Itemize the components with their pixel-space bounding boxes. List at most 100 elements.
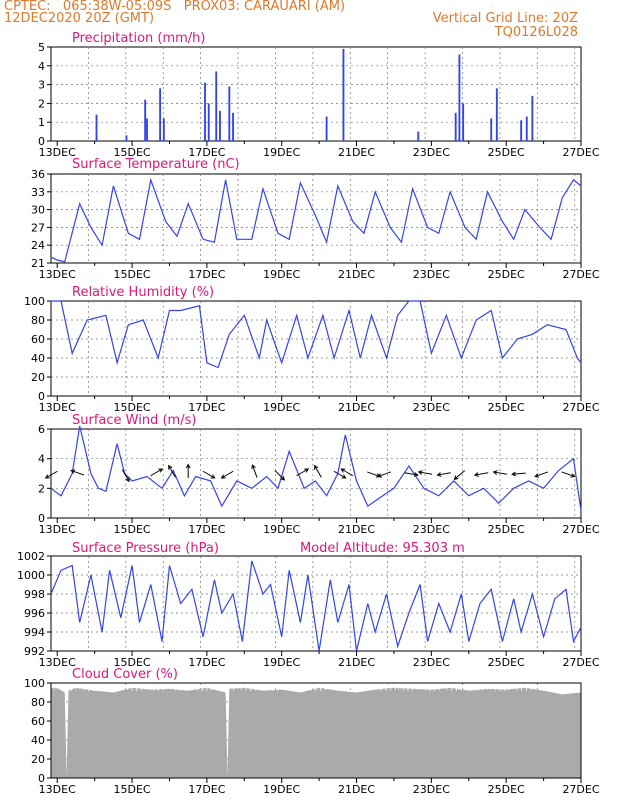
temp-xtick-label: 27DEC — [562, 268, 599, 281]
temp-title: Surface Temperature (nC) — [72, 157, 240, 172]
temp-ytick-label: 24 — [31, 239, 45, 252]
wind-arrow — [404, 472, 419, 477]
cloud-frame-top — [50, 682, 582, 779]
pressure-xtick-label: 27DEC — [562, 656, 599, 669]
wind-arrow — [314, 464, 322, 478]
temp-xtick-label: 23DEC — [413, 268, 450, 281]
wind-arrow — [561, 471, 576, 478]
rh-ytick-label: 80 — [31, 314, 45, 327]
cloud-area — [50, 687, 581, 778]
cloud-ytick-label: 100 — [24, 677, 45, 690]
cloud-ytick-label: 60 — [31, 715, 45, 728]
pressure-xtick-label: 19DEC — [263, 656, 300, 669]
precip-ytick-label: 5 — [38, 41, 45, 54]
wind-arrow — [220, 470, 234, 479]
cloud-xtick-label: 27DEC — [562, 783, 599, 796]
precip-xtick-label: 21DEC — [338, 146, 375, 159]
precip-ytick-label: 4 — [38, 60, 45, 73]
wind-xtick-label: 13DEC — [39, 523, 76, 536]
wind-title: Surface Wind (m/s) — [72, 413, 196, 428]
cloud-ytick-label: 0 — [38, 772, 45, 785]
precip-bar — [232, 112, 235, 141]
precip-ytick-label: 1 — [38, 116, 45, 129]
pressure-ytick-label: 994 — [24, 626, 45, 639]
cloud-xtick-label: 25DEC — [488, 783, 525, 796]
precip-bar — [525, 116, 528, 141]
temp-ytick-label: 30 — [31, 204, 45, 217]
wind-series-line — [50, 425, 582, 511]
rh-xtick-label: 17DEC — [188, 401, 225, 414]
cloud-xtick-label: 17DEC — [188, 783, 225, 796]
rh-title: Relative Humidity (%) — [72, 285, 214, 300]
precip-title: Precipitation (mm/h) — [72, 31, 205, 46]
wind-xtick-label: 21DEC — [338, 523, 375, 536]
cloud-xtick-label: 21DEC — [338, 783, 375, 796]
wind-arrow — [333, 470, 347, 479]
wind-ytick-label: 6 — [38, 423, 45, 436]
pressure-ytick-label: 1000 — [17, 569, 45, 582]
wind-xtick-label: 19DEC — [263, 523, 300, 536]
rh-xtick-label: 27DEC — [562, 401, 599, 414]
model-altitude: Model Altitude: 95.303 m — [300, 541, 465, 556]
precip-xtick-label: 27DEC — [562, 146, 599, 159]
precip-frame — [50, 46, 582, 142]
precip-bar — [462, 103, 465, 141]
wind-xtick-label: 23DEC — [413, 523, 450, 536]
pressure-xtick-label: 15DEC — [114, 656, 151, 669]
precip-ytick-label: 2 — [38, 97, 45, 110]
wind-xtick-label: 15DEC — [114, 523, 151, 536]
rh-xtick-label: 23DEC — [413, 401, 450, 414]
precip-bar — [228, 86, 231, 141]
rh-xtick-label: 21DEC — [338, 401, 375, 414]
cloud-xtick-label: 13DEC — [39, 783, 76, 796]
temp-ytick-label: 36 — [31, 168, 45, 181]
temp-ytick-label: 33 — [31, 186, 45, 199]
pressure-xtick-label: 21DEC — [338, 656, 375, 669]
temp-xtick-label: 15DEC — [114, 268, 151, 281]
wind-arrow — [473, 472, 489, 477]
wind-ytick-label: 0 — [38, 512, 45, 525]
wind-arrow — [251, 464, 258, 478]
wind-arrow — [534, 471, 548, 478]
temp-ytick-label: 21 — [31, 257, 45, 270]
rh-xtick-label: 13DEC — [39, 401, 76, 414]
rh-ytick-label: 60 — [31, 333, 45, 346]
wind-arrow — [340, 468, 354, 477]
precip-ytick-label: 0 — [38, 135, 45, 148]
precip-bar — [95, 114, 98, 141]
pressure-xtick-label: 17DEC — [188, 656, 225, 669]
cloud-xtick-label: 19DEC — [263, 783, 300, 796]
temp-xtick-label: 21DEC — [338, 268, 375, 281]
rh-frame — [50, 300, 582, 397]
pressure-title: Surface Pressure (hPa) — [72, 541, 219, 556]
precip-bar — [144, 99, 147, 141]
precip-ytick-label: 3 — [38, 79, 45, 92]
temp-series-line — [50, 177, 582, 263]
temp-xtick-label: 17DEC — [188, 268, 225, 281]
precip-xtick-label: 19DEC — [263, 146, 300, 159]
wind-arrow — [511, 471, 526, 477]
rh-xtick-label: 19DEC — [263, 401, 300, 414]
wind-arrow — [417, 470, 433, 475]
cloud-xtick-label: 15DEC — [114, 783, 151, 796]
precip-xtick-label: 23DEC — [413, 146, 450, 159]
precip-bar — [417, 131, 420, 141]
pressure-ytick-label: 1002 — [17, 550, 45, 563]
precip-bar — [458, 54, 461, 141]
precip-bar — [531, 95, 534, 141]
precip-bar — [125, 135, 128, 141]
rh-ytick-label: 40 — [31, 352, 45, 365]
precip-bar — [204, 82, 206, 141]
precip-bar — [146, 118, 148, 141]
temp-ytick-label: 27 — [31, 221, 45, 234]
wind-arrow — [121, 469, 130, 483]
cloud-ytick-label: 40 — [31, 734, 45, 747]
header-grid-note: Vertical Grid Line: 20Z — [432, 11, 578, 26]
cloud-ytick-label: 80 — [31, 696, 45, 709]
wind-arrow — [168, 464, 176, 478]
header-location: CPTEC: 065:38W-05:09S PROX03: CARAUARI (… — [4, 0, 346, 14]
cloud-title: Cloud Cover (%) — [72, 667, 178, 682]
rh-xtick-label: 15DEC — [114, 401, 151, 414]
precip-bar — [207, 103, 210, 141]
